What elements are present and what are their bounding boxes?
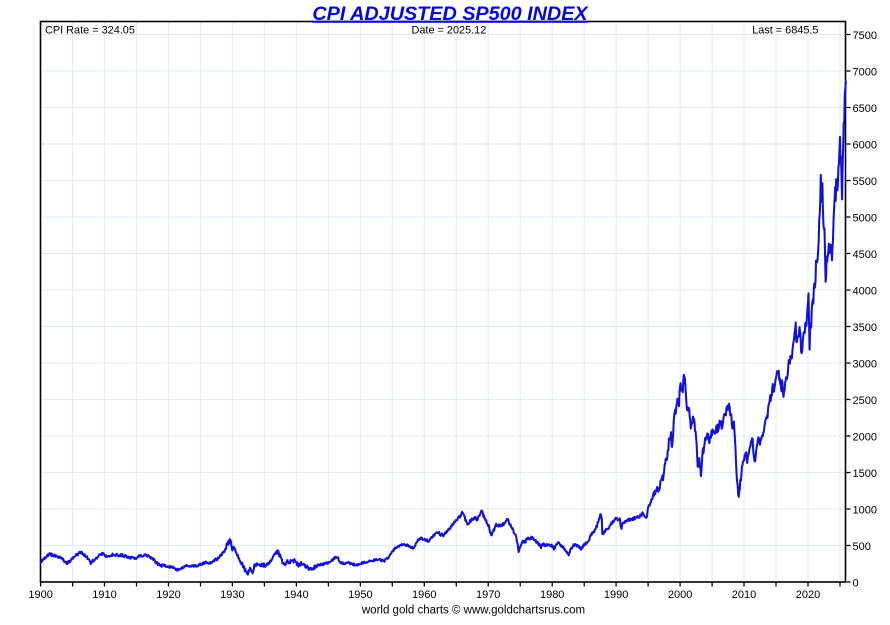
svg-text:5500: 5500 — [853, 176, 877, 188]
svg-text:7000: 7000 — [853, 67, 877, 79]
svg-text:2000: 2000 — [853, 432, 877, 444]
svg-text:1990: 1990 — [604, 589, 628, 601]
svg-text:3000: 3000 — [853, 359, 877, 371]
svg-text:4000: 4000 — [853, 286, 877, 298]
svg-text:3500: 3500 — [853, 322, 877, 334]
svg-text:1980: 1980 — [540, 589, 564, 601]
svg-text:1940: 1940 — [284, 589, 308, 601]
svg-text:1900: 1900 — [28, 589, 52, 601]
svg-text:1910: 1910 — [92, 589, 116, 601]
svg-text:2010: 2010 — [732, 589, 756, 601]
svg-text:Last = 6845.5: Last = 6845.5 — [752, 24, 818, 36]
svg-text:5000: 5000 — [853, 213, 877, 225]
svg-text:1500: 1500 — [853, 468, 877, 480]
svg-text:1930: 1930 — [220, 589, 244, 601]
svg-text:2500: 2500 — [853, 395, 877, 407]
svg-text:1950: 1950 — [348, 589, 372, 601]
svg-text:1920: 1920 — [156, 589, 180, 601]
svg-text:6000: 6000 — [853, 140, 877, 152]
svg-text:6500: 6500 — [853, 103, 877, 115]
svg-text:7500: 7500 — [853, 30, 877, 42]
svg-text:4500: 4500 — [853, 249, 877, 261]
svg-text:1960: 1960 — [412, 589, 436, 601]
svg-text:CPI ADJUSTED SP500 INDEX: CPI ADJUSTED SP500 INDEX — [312, 3, 589, 25]
svg-text:500: 500 — [853, 541, 871, 553]
svg-text:world gold charts © www.goldch: world gold charts © www.goldchartsrus.co… — [361, 605, 585, 617]
svg-text:Date = 2025.12: Date = 2025.12 — [412, 24, 487, 36]
svg-text:2020: 2020 — [796, 589, 820, 601]
svg-text:1000: 1000 — [853, 505, 877, 517]
svg-text:2000: 2000 — [668, 589, 692, 601]
svg-text:CPI Rate = 324.05: CPI Rate = 324.05 — [45, 24, 135, 36]
svg-text:1970: 1970 — [476, 589, 500, 601]
svg-text:0: 0 — [853, 578, 859, 590]
